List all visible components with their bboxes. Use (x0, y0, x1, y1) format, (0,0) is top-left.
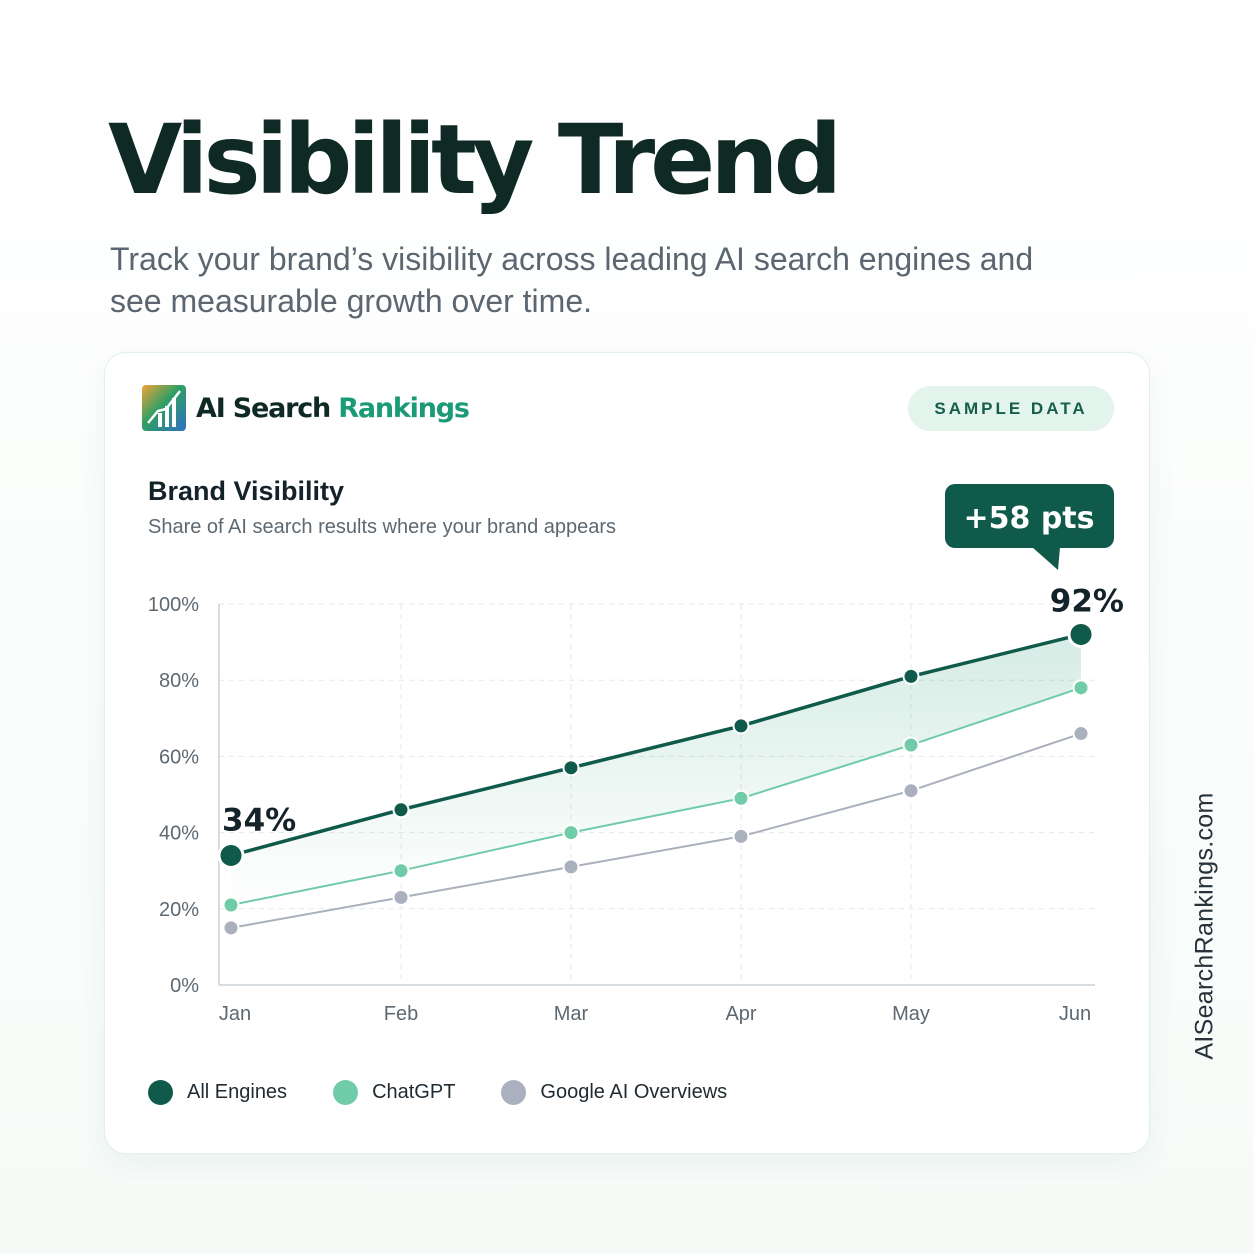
bar-chart-logo-icon (142, 385, 186, 431)
data-point-chatgpt (732, 789, 750, 807)
series-line-google-ai-overviews (230, 732, 1082, 929)
data-point-google-ai-overviews (562, 858, 580, 876)
side-domain-text: AISearchRankings.com (1190, 792, 1219, 1060)
chart-title: Brand Visibility (148, 476, 345, 506)
legend-swatch-chatgpt (333, 1079, 359, 1105)
data-point-all-engines (902, 667, 920, 685)
x-tick-label: Mar (554, 1003, 589, 1025)
legend-item-all-engines: All Engines (148, 1079, 288, 1105)
data-point-google-ai-overviews (1072, 725, 1090, 743)
growth-callout: +58 pts (945, 484, 1114, 570)
area-fill-all-engines (231, 634, 1081, 905)
x-tick-label: Apr (725, 1003, 756, 1025)
data-point-chatgpt (902, 736, 920, 754)
callout-pointer (1032, 547, 1060, 570)
brand-logo-lockup: AI Search Rankings (142, 384, 470, 432)
y-tick-label: 20% (159, 899, 199, 921)
start-value-label: 34% (222, 802, 296, 838)
x-tick-label: Jun (1059, 1003, 1091, 1025)
chart-legend: All Engines ChatGPT Google AI Overviews (148, 1076, 773, 1108)
data-point-google-ai-overviews (222, 919, 240, 937)
brand-name: AI Search Rankings (196, 392, 470, 424)
data-point-google-ai-overviews (902, 782, 920, 800)
data-point-google-ai-overviews (732, 827, 750, 845)
legend-item-google-ai-overviews: Google AI Overviews (501, 1079, 728, 1105)
data-point-chatgpt (1072, 679, 1090, 697)
data-point-all-engines (562, 759, 580, 777)
data-point-all-engines (1067, 620, 1095, 648)
page-title: Visibility Trend (108, 104, 842, 216)
x-tick-label: May (892, 1003, 930, 1025)
series-line-all-engines (230, 632, 1082, 858)
legend-label: ChatGPT (372, 1080, 456, 1103)
data-point-all-engines (732, 717, 750, 735)
chart-subtitle: Share of AI search results where your br… (148, 516, 617, 538)
legend-label: All Engines (187, 1080, 288, 1103)
legend-label: Google AI Overviews (540, 1080, 728, 1103)
y-tick-label: 60% (159, 746, 199, 768)
end-value-label: 92% (1050, 583, 1124, 619)
data-point-chatgpt (222, 896, 240, 914)
y-tick-label: 0% (170, 975, 199, 997)
brand-name-part2: Rankings (338, 392, 470, 424)
page-subtitle: Track your brand’s visibility across lea… (110, 241, 1034, 319)
data-point-chatgpt (392, 862, 410, 880)
data-point-all-engines (392, 801, 410, 819)
callout-text: +58 pts (963, 501, 1094, 536)
x-tick-label: Jan (219, 1003, 251, 1025)
sample-data-badge: SAMPLE DATA (908, 386, 1114, 431)
y-tick-label: 80% (159, 670, 199, 692)
callout-bubble (945, 484, 1114, 548)
brand-name-part1: AI Search (196, 392, 331, 424)
data-point-all-engines (217, 841, 245, 869)
y-tick-label: 100% (148, 594, 199, 616)
legend-swatch-google-ai-overviews (501, 1079, 527, 1105)
series-line-chatgpt (230, 686, 1082, 906)
legend-item-chatgpt: ChatGPT (333, 1079, 456, 1105)
legend-swatch-all-engines (148, 1079, 173, 1105)
data-point-google-ai-overviews (392, 888, 410, 906)
x-tick-label: Feb (384, 1003, 418, 1025)
data-point-chatgpt (562, 824, 580, 842)
y-tick-label: 40% (159, 823, 199, 845)
